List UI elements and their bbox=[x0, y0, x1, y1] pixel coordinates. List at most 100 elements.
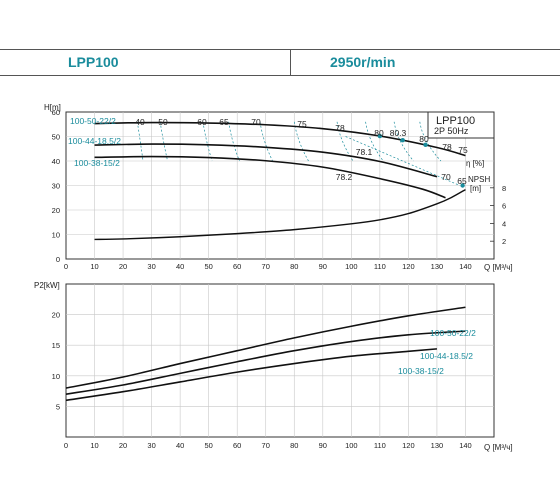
efficiency-label: 65 bbox=[457, 176, 467, 186]
power-x-axis-label: Q [M³/ч] bbox=[484, 443, 513, 452]
model-info-name: LPP100 bbox=[436, 115, 475, 127]
head-x-tick-label: 20 bbox=[119, 262, 127, 271]
power-curves bbox=[65, 306, 466, 402]
efficiency-label: 75 bbox=[458, 145, 468, 155]
power-y-axis-label: P2[kW] bbox=[34, 281, 60, 290]
head-y-axis-label: H[m] bbox=[44, 103, 61, 112]
efficiency-label: 40 bbox=[135, 117, 145, 127]
head-x-ticks: 0 10 20 30 40 50 60 70 80 90 100 110 120 130 140 bbox=[64, 262, 472, 271]
npsh-y-tick-label: 2 bbox=[502, 237, 506, 246]
npsh-y-tick-label: 4 bbox=[502, 219, 506, 228]
npsh-y-ticks: 2 4 6 8 bbox=[490, 184, 506, 246]
efficiency-label: 60 bbox=[197, 117, 207, 127]
efficiency-point bbox=[460, 183, 465, 188]
efficiency-contour bbox=[202, 121, 213, 162]
npsh-y-tick-label: 6 bbox=[502, 202, 506, 211]
efficiency-label: 78.2 bbox=[336, 172, 353, 182]
head-legend-label: 100-50-22/2 bbox=[70, 116, 116, 126]
efficiency-contour bbox=[345, 136, 460, 186]
efficiency-label: 50 bbox=[158, 117, 168, 127]
head-x-tick-label: 80 bbox=[290, 262, 298, 271]
efficiency-label: 80 bbox=[419, 134, 429, 144]
power-curve-100-38-15/2 bbox=[65, 348, 438, 402]
head-x-tick-label: 60 bbox=[233, 262, 241, 271]
efficiency-label: 70 bbox=[441, 172, 451, 182]
efficiency-point bbox=[423, 142, 428, 148]
efficiency-contour bbox=[419, 121, 442, 162]
power-curve-100-44-18.5/2 bbox=[65, 330, 466, 395]
npsh-axis-label-2: [m] bbox=[470, 184, 481, 193]
power-x-tick-label: 50 bbox=[204, 441, 212, 450]
efficiency-label: 80.3 bbox=[390, 128, 407, 138]
power-y-tick-label: 20 bbox=[52, 311, 60, 320]
head-x-tick-label: 130 bbox=[431, 262, 444, 271]
head-legend-label: 100-38-15/2 bbox=[74, 158, 120, 168]
npsh-curve-line bbox=[94, 188, 466, 241]
head-y-ticks: 0 10 20 30 40 50 60 bbox=[52, 108, 60, 264]
head-x-tick-label: 110 bbox=[374, 262, 386, 271]
power-x-tick-label: 20 bbox=[119, 441, 127, 450]
efficiency-contour bbox=[159, 121, 168, 162]
head-y-tick-label: 30 bbox=[52, 182, 60, 191]
head-curve-100-50-22/2 bbox=[94, 121, 466, 157]
efficiency-axis-label: η [%] bbox=[466, 159, 484, 168]
power-legend-label: 100-38-15/2 bbox=[398, 366, 444, 376]
power-legend: 100-50-22/2 100-44-18.5/2 100-38-15/2 bbox=[398, 328, 476, 376]
efficiency-contour bbox=[136, 121, 144, 162]
power-x-tick-label: 130 bbox=[431, 441, 444, 450]
header-bar: LPP100 2950r/min bbox=[0, 49, 560, 76]
efficiency-contour bbox=[336, 121, 354, 162]
power-x-tick-label: 60 bbox=[233, 441, 241, 450]
power-curve-100-50-22/2 bbox=[65, 306, 466, 389]
power-x-tick-label: 90 bbox=[319, 441, 327, 450]
efficiency-point bbox=[400, 137, 405, 143]
head-legend: 100-50-22/2 100-44-18.5/2 100-38-15/2 bbox=[68, 116, 121, 168]
head-x-tick-label: 0 bbox=[64, 262, 68, 271]
power-legend-label: 100-50-22/2 bbox=[430, 328, 476, 338]
efficiency-label: 80 bbox=[374, 128, 384, 138]
head-x-tick-label: 120 bbox=[402, 262, 415, 271]
model-title: LPP100 bbox=[68, 54, 119, 70]
efficiency-contour bbox=[393, 121, 414, 162]
model-info-box bbox=[427, 111, 495, 139]
power-x-tick-label: 80 bbox=[290, 441, 298, 450]
efficiency-contour bbox=[365, 121, 384, 162]
power-x-tick-label: 10 bbox=[90, 441, 98, 450]
model-info-spec: 2P 50Hz bbox=[434, 126, 469, 136]
header-divider bbox=[290, 50, 291, 75]
efficiency-labels: 40 50 60 65 70 75 78 80 80.3 80 78 75 78.1 78.2 70 65 bbox=[135, 117, 468, 186]
efficiency-label: 78 bbox=[335, 123, 345, 133]
power-x-tick-label: 0 bbox=[64, 441, 68, 450]
power-legend-label: 100-44-18.5/2 bbox=[420, 351, 473, 361]
power-x-ticks: 0 10 20 30 40 50 60 70 80 90 100 110 120 130 140 bbox=[64, 441, 472, 450]
power-x-tick-label: 110 bbox=[374, 441, 386, 450]
efficiency-contour bbox=[293, 121, 309, 162]
head-curves bbox=[94, 121, 466, 199]
head-x-tick-label: 40 bbox=[176, 262, 184, 271]
power-grid bbox=[66, 284, 494, 437]
power-x-tick-label: 30 bbox=[147, 441, 155, 450]
head-grid bbox=[66, 112, 494, 259]
head-y-tick-label: 60 bbox=[52, 108, 60, 117]
power-y-tick-label: 5 bbox=[56, 402, 60, 411]
efficiency-label: 78.1 bbox=[356, 147, 373, 157]
head-curve-100-38-15/2 bbox=[94, 155, 446, 199]
head-y-tick-label: 20 bbox=[52, 206, 60, 215]
head-x-tick-label: 30 bbox=[147, 262, 155, 271]
npsh-curve bbox=[94, 188, 466, 241]
power-plot-frame bbox=[65, 283, 495, 438]
head-x-tick-label: 140 bbox=[459, 262, 472, 271]
head-y-tick-label: 50 bbox=[52, 133, 60, 142]
power-y-tick-label: 15 bbox=[52, 341, 60, 350]
npsh-y-tick-label: 8 bbox=[502, 184, 506, 193]
power-x-tick-label: 140 bbox=[459, 441, 472, 450]
efficiency-label: 70 bbox=[251, 117, 261, 127]
head-x-tick-label: 50 bbox=[204, 262, 212, 271]
head-x-tick-label: 70 bbox=[262, 262, 270, 271]
npsh-axis-label-1: NPSH bbox=[468, 175, 490, 184]
efficiency-contours bbox=[136, 121, 460, 186]
power-x-tick-label: 70 bbox=[262, 441, 270, 450]
head-x-axis-label: Q [M³/ч] bbox=[484, 263, 513, 272]
head-y-tick-label: 0 bbox=[56, 255, 60, 264]
